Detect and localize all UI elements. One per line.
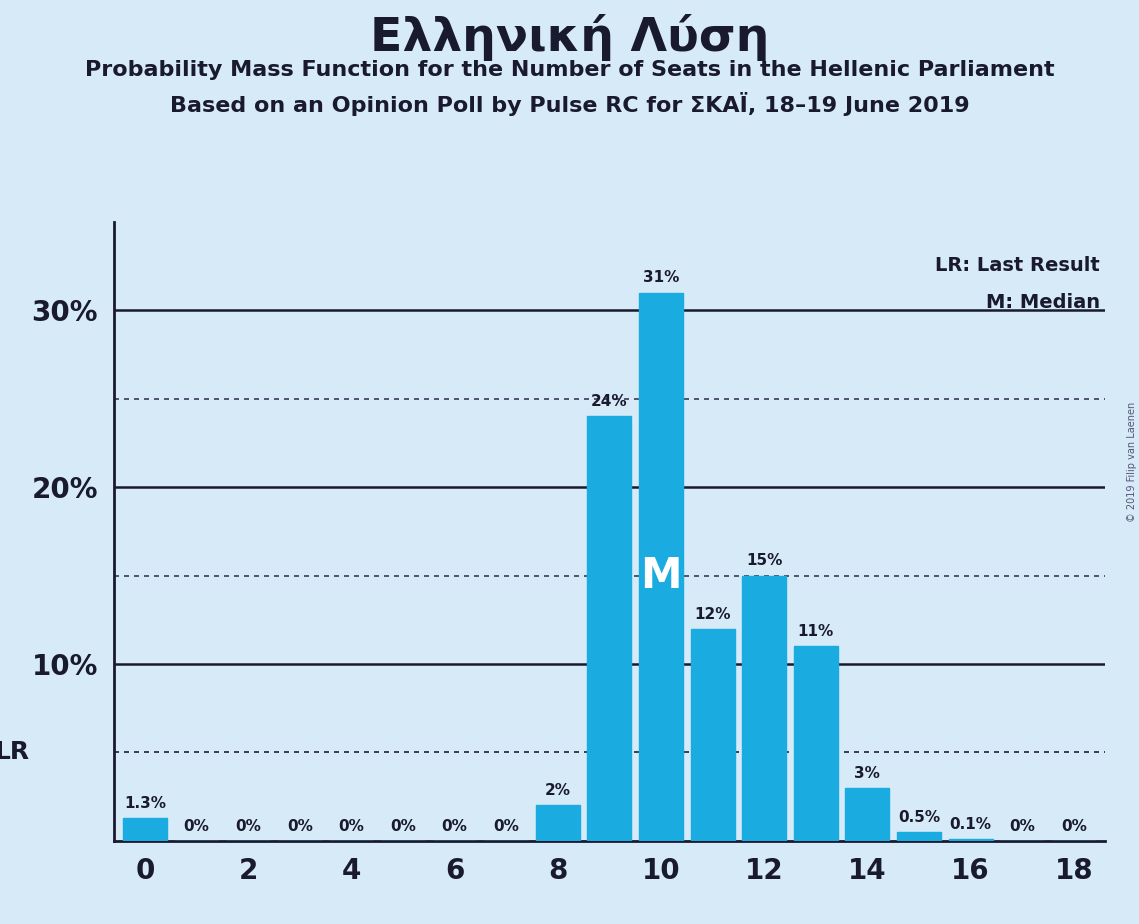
Text: M: M <box>640 554 682 597</box>
Text: 15%: 15% <box>746 553 782 568</box>
Text: 31%: 31% <box>642 271 679 286</box>
Bar <box>898 832 941 841</box>
Text: 0%: 0% <box>493 819 519 833</box>
Text: 0%: 0% <box>390 819 416 833</box>
Bar <box>690 628 735 841</box>
Text: © 2019 Filip van Laenen: © 2019 Filip van Laenen <box>1126 402 1137 522</box>
Bar <box>588 417 631 841</box>
Text: 3%: 3% <box>854 766 880 781</box>
Text: 0.5%: 0.5% <box>898 810 940 825</box>
Bar <box>535 806 580 841</box>
Text: 1.3%: 1.3% <box>124 796 166 810</box>
Text: 0%: 0% <box>235 819 261 833</box>
Text: 12%: 12% <box>695 606 731 622</box>
Bar <box>845 788 890 841</box>
Text: Probability Mass Function for the Number of Seats in the Hellenic Parliament: Probability Mass Function for the Number… <box>84 60 1055 80</box>
Text: 0.1%: 0.1% <box>950 817 992 832</box>
Text: M: Median: M: Median <box>985 293 1100 312</box>
Text: Ελληνική Λύση: Ελληνική Λύση <box>370 14 769 61</box>
Text: 0%: 0% <box>287 819 312 833</box>
Text: 24%: 24% <box>591 395 628 409</box>
Bar <box>794 646 838 841</box>
Text: 0%: 0% <box>183 819 210 833</box>
Text: Based on an Opinion Poll by Pulse RC for ΣΚΑΪ, 18–19 June 2019: Based on an Opinion Poll by Pulse RC for… <box>170 92 969 116</box>
Text: LR: LR <box>0 740 30 764</box>
Bar <box>949 839 992 841</box>
Text: 0%: 0% <box>442 819 467 833</box>
Text: 0%: 0% <box>1009 819 1035 833</box>
Text: 0%: 0% <box>338 819 364 833</box>
Text: 2%: 2% <box>544 784 571 798</box>
Bar <box>639 293 683 841</box>
Text: 0%: 0% <box>1060 819 1087 833</box>
Text: LR: Last Result: LR: Last Result <box>935 256 1100 274</box>
Bar <box>743 576 786 841</box>
Bar <box>123 818 166 841</box>
Text: 11%: 11% <box>797 625 834 639</box>
